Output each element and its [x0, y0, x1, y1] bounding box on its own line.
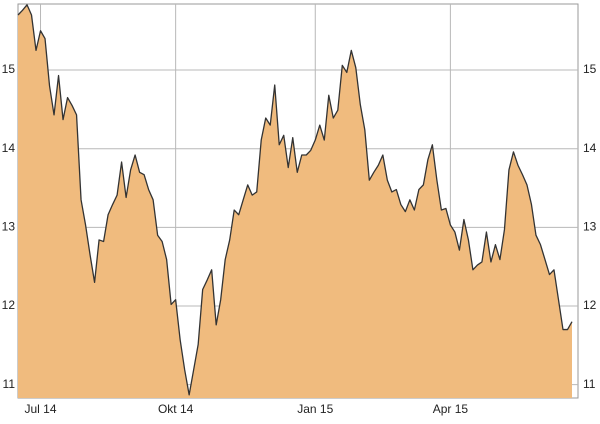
x-tick-label: Apr 15 [433, 402, 469, 416]
area [18, 4, 572, 398]
y2-tick-label: 14 [583, 141, 597, 155]
y2-tick-label: 15 [583, 62, 597, 76]
y-tick-label: 12 [2, 298, 16, 312]
x-tick-label: Okt 14 [158, 402, 194, 416]
y2-tick-label: 13 [583, 220, 597, 234]
y-tick-label: 14 [2, 141, 16, 155]
x-tick-label: Jul 14 [25, 402, 57, 416]
y-tick-label: 11 [3, 377, 16, 391]
y-tick-label: 15 [2, 62, 16, 76]
y-tick-label: 13 [2, 220, 16, 234]
line [17, 4, 573, 396]
x-tick-label: Jan 15 [297, 402, 333, 416]
y2-tick-label: 11 [583, 377, 596, 391]
y2-tick-label: 12 [583, 298, 597, 312]
